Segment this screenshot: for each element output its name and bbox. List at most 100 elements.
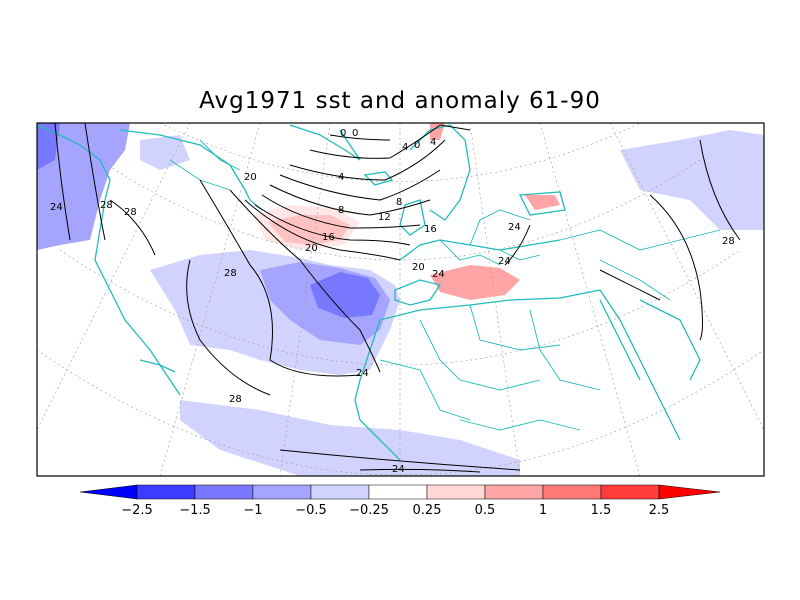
contour-line xyxy=(699,139,741,241)
map-body: 24 28 28 28 20 20 16 12 8 8 4 4 0 0 16 2… xyxy=(37,123,764,476)
contour-line xyxy=(599,269,661,301)
graticule-parallel xyxy=(59,249,741,366)
contour-label: 24 xyxy=(498,256,511,267)
contour-label: 24 xyxy=(432,269,445,280)
border xyxy=(419,319,541,391)
colorbar-swatch xyxy=(426,484,486,500)
map-title: Avg1971 sst and anomaly 61-90 xyxy=(199,88,601,114)
contour-line xyxy=(504,224,531,266)
colorbar-label: −0.5 xyxy=(295,503,327,518)
anomaly-region-neg-north-ne xyxy=(620,130,764,230)
anomaly-region-neg-west-edge xyxy=(37,123,60,170)
contour-line xyxy=(649,194,703,341)
map-frame xyxy=(36,122,765,477)
graticule-meridian xyxy=(37,123,191,431)
contour-line xyxy=(309,124,441,159)
contour-labels: 24 28 28 28 20 20 16 12 8 8 4 4 0 0 16 2… xyxy=(50,128,735,475)
contour-line xyxy=(199,179,361,377)
coast-caribbean xyxy=(139,359,176,373)
coast-africa-north xyxy=(379,289,601,321)
contour-label: 12 xyxy=(378,212,391,223)
border xyxy=(499,249,541,261)
contour-label: 8 xyxy=(338,205,344,216)
coast-britain xyxy=(399,199,426,236)
anomaly-region-pos-black-sea xyxy=(525,195,560,210)
contour-label: 20 xyxy=(412,262,425,273)
colorbar-swatch xyxy=(542,484,602,500)
contour-label: 24 xyxy=(392,464,405,475)
coast-black-sea xyxy=(518,191,566,216)
colorbar-label: 0.25 xyxy=(413,503,442,518)
colorbar-label: 0.5 xyxy=(475,503,496,518)
contour-line xyxy=(54,123,71,241)
anomaly-region-pos-gulfstream-light xyxy=(255,205,360,250)
coast-europe-west xyxy=(399,239,561,261)
contour-line xyxy=(84,123,106,241)
contour-label: 16 xyxy=(322,232,335,243)
coast-red-sea xyxy=(599,299,641,381)
colorbar-label: 1 xyxy=(539,503,547,518)
colorbar-label: −1 xyxy=(243,503,262,518)
contour-line xyxy=(261,194,421,229)
sst-contours xyxy=(54,123,741,473)
contour-label: 28 xyxy=(100,200,113,211)
contour-label: 0 xyxy=(352,128,358,139)
contour-label: 8 xyxy=(396,197,402,208)
contour-label: 0 xyxy=(414,140,420,151)
contour-line xyxy=(186,259,271,396)
contour-line xyxy=(439,124,471,131)
contour-line xyxy=(244,199,401,261)
border xyxy=(529,309,601,391)
anomaly-region-neg-west xyxy=(37,123,130,250)
contour-line xyxy=(229,189,381,373)
contour-line xyxy=(329,134,391,141)
border xyxy=(599,259,671,301)
border xyxy=(469,304,561,351)
colorbar-swatch xyxy=(252,484,312,500)
border xyxy=(199,139,241,171)
anomaly-region-pos-med xyxy=(430,265,520,300)
colorbar-label: 1.5 xyxy=(591,503,612,518)
contour-label: 24 xyxy=(508,222,521,233)
coast-iberia xyxy=(394,279,442,306)
contour-label: 28 xyxy=(224,268,237,279)
anomaly-shading xyxy=(37,123,764,476)
anomaly-region-neg-north xyxy=(140,135,190,170)
colorbar-swatch xyxy=(484,484,544,500)
contour-line xyxy=(254,204,411,246)
colorbar-swatch xyxy=(368,484,428,500)
contour-line xyxy=(279,169,441,201)
contour-label: 28 xyxy=(124,207,137,218)
contour-label: 28 xyxy=(722,236,735,247)
border xyxy=(169,159,231,191)
border xyxy=(439,239,501,266)
contour-line xyxy=(289,139,446,181)
colorbar-label: −0.25 xyxy=(349,503,389,518)
contour-label: 0 xyxy=(340,128,346,139)
contour-line xyxy=(359,468,481,473)
coast-scandinavia xyxy=(409,124,471,221)
colorbar-arrow-left xyxy=(79,484,138,500)
colorbar-label: 2.5 xyxy=(649,503,670,518)
colorbar-label: −1.5 xyxy=(179,503,211,518)
graticule-meridian xyxy=(539,123,641,476)
colorbar-swatch xyxy=(310,484,370,500)
anomaly-region-neg-atlantic-core xyxy=(310,272,380,318)
coast-north-america xyxy=(37,124,181,396)
graticule-parallel xyxy=(159,123,641,182)
coast-africa-east xyxy=(599,289,681,441)
contour-label: 24 xyxy=(50,202,63,213)
contour-label: 20 xyxy=(305,243,318,254)
coast-iceland xyxy=(363,171,394,186)
border xyxy=(469,209,531,246)
border xyxy=(459,419,581,431)
border xyxy=(379,359,471,421)
colorbar: −2.5 −1.5 −1 −0.5 −0.25 0.25 0.5 1 1.5 2… xyxy=(79,484,721,518)
border xyxy=(559,229,721,251)
contour-label: 24 xyxy=(356,368,369,379)
coast-greenland xyxy=(289,124,361,161)
colorbar-label: −2.5 xyxy=(121,503,153,518)
contour-label: 4 xyxy=(430,137,436,148)
contour-label: 16 xyxy=(424,224,437,235)
